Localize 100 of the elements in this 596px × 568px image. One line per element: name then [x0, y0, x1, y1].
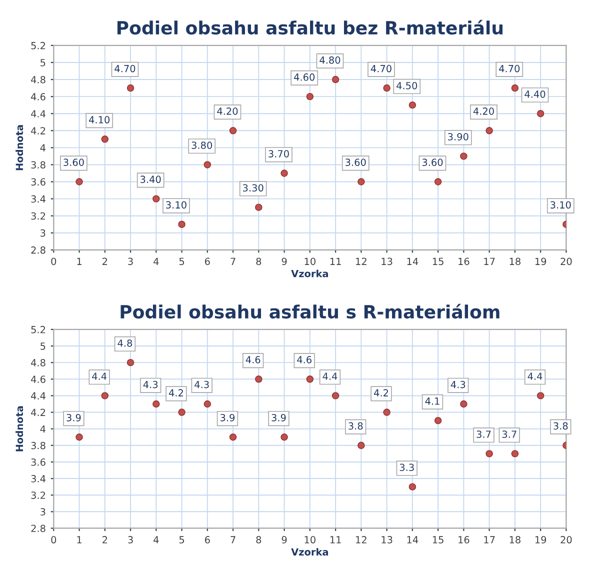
data-label: 4.3 [450, 380, 466, 388]
point [178, 408, 186, 416]
data-label: 4.8 [118, 339, 132, 347]
point [383, 84, 390, 92]
data-label: 3.10 [550, 201, 571, 209]
x-tick-label: 19 [535, 536, 546, 544]
x-tick-label: 12 [356, 536, 366, 544]
y-axis-title: Hodnota [16, 125, 24, 170]
x-tick-label: 5 [179, 258, 184, 266]
point [126, 84, 134, 92]
y-tick-label: 3.8 [31, 442, 46, 450]
data-label: 4.20 [473, 108, 494, 115]
point [306, 92, 314, 100]
point [306, 376, 314, 383]
x-tick-label: 0 [51, 536, 56, 544]
point [358, 442, 365, 450]
x-tick-label: 6 [204, 258, 210, 266]
data-label: 3.60 [422, 158, 443, 166]
y-tick-label: 3.4 [31, 475, 46, 482]
data-label: 3.40 [140, 176, 161, 184]
point [332, 392, 340, 400]
x-tick-label: 20 [560, 258, 572, 266]
data-label: 4.70 [370, 64, 392, 72]
data-label: 3.7 [476, 430, 491, 438]
point [152, 195, 160, 202]
data-label: 3.9 [272, 414, 286, 422]
x-tick-label: 2 [102, 536, 108, 544]
point [408, 101, 416, 109]
x-tick-label: 9 [282, 536, 287, 544]
data-label: 4.4 [322, 372, 338, 380]
y-tick-label: 3.8 [31, 161, 46, 169]
point [255, 376, 262, 383]
x-tick-label: 2 [102, 258, 108, 265]
x-tick-label: 0 [51, 258, 56, 266]
data-label: 3.8 [348, 422, 363, 430]
x-tick-label: 14 [407, 258, 418, 265]
data-label: 3.80 [192, 142, 212, 149]
point [76, 178, 83, 186]
point [204, 400, 212, 408]
x-axis-title: Vzorka [291, 270, 328, 278]
point [332, 76, 340, 84]
x-axis-title: Vzorka [291, 548, 328, 556]
y-tick-label: 3 [40, 229, 46, 237]
y-tick-label: 4.8 [31, 76, 46, 84]
data-label: 4.3 [194, 380, 209, 388]
point [76, 434, 83, 441]
x-tick-label: 19 [535, 258, 546, 266]
point [460, 400, 468, 408]
y-tick-label: 4.6 [31, 93, 46, 100]
x-tick-label: 5 [179, 536, 184, 544]
x-tick-label: 4 [154, 258, 159, 265]
y-tick-label: 3.6 [31, 178, 46, 186]
chart-title: Podiel obsahu asfaltu s R-materiálom [120, 304, 500, 319]
x-tick-label: 18 [510, 258, 520, 266]
y-tick-label: 4.2 [31, 408, 46, 416]
x-tick-label: 11 [330, 536, 341, 544]
x-tick-label: 13 [382, 536, 392, 544]
y-tick-label: 4 [40, 144, 46, 152]
x-tick-label: 20 [560, 536, 572, 544]
x-tick-label: 17 [484, 536, 495, 544]
point [229, 434, 237, 441]
point [358, 178, 365, 186]
data-label: 3.9 [66, 414, 81, 422]
x-tick-label: 13 [382, 258, 392, 266]
x-tick-label: 12 [356, 258, 366, 265]
point [152, 400, 160, 408]
y-axis-title: Hodnota [16, 406, 24, 452]
x-tick-label: 7 [230, 258, 236, 265]
x-tick-label: 4 [154, 536, 159, 544]
data-label: 4.70 [499, 64, 520, 72]
x-tick-label: 16 [458, 536, 470, 544]
x-tick-label: 17 [484, 258, 495, 265]
data-label: 4.40 [524, 90, 546, 98]
data-label: 3.3 [400, 464, 414, 472]
x-tick-label: 1 [77, 258, 82, 265]
point [511, 450, 519, 458]
y-tick-label: 3.4 [31, 195, 46, 203]
data-label: 4.6 [246, 356, 260, 364]
x-tick-label: 7 [230, 536, 236, 544]
data-label: 4.20 [217, 108, 238, 115]
y-tick-label: 4 [40, 425, 46, 433]
point [101, 392, 109, 400]
data-label: 4.4 [92, 372, 107, 380]
point [434, 178, 442, 186]
data-label: 3.7 [502, 430, 516, 438]
data-label: 4.4 [528, 372, 542, 380]
data-label: 3.30 [243, 184, 264, 192]
data-label: 3.90 [448, 133, 468, 140]
x-tick-label: 10 [304, 258, 316, 266]
y-tick-label: 5 [40, 59, 46, 66]
x-tick-label: 8 [256, 258, 262, 266]
data-label: 4.2 [168, 389, 183, 396]
data-label: 4.2 [374, 389, 388, 396]
point [101, 136, 109, 143]
point [178, 220, 186, 228]
y-tick-label: 3.2 [31, 492, 46, 499]
data-label: 3.8 [554, 422, 568, 430]
y-tick-label: 2.8 [31, 246, 46, 254]
y-tick-label: 3.2 [31, 212, 46, 220]
y-tick-label: 2.8 [31, 524, 46, 532]
